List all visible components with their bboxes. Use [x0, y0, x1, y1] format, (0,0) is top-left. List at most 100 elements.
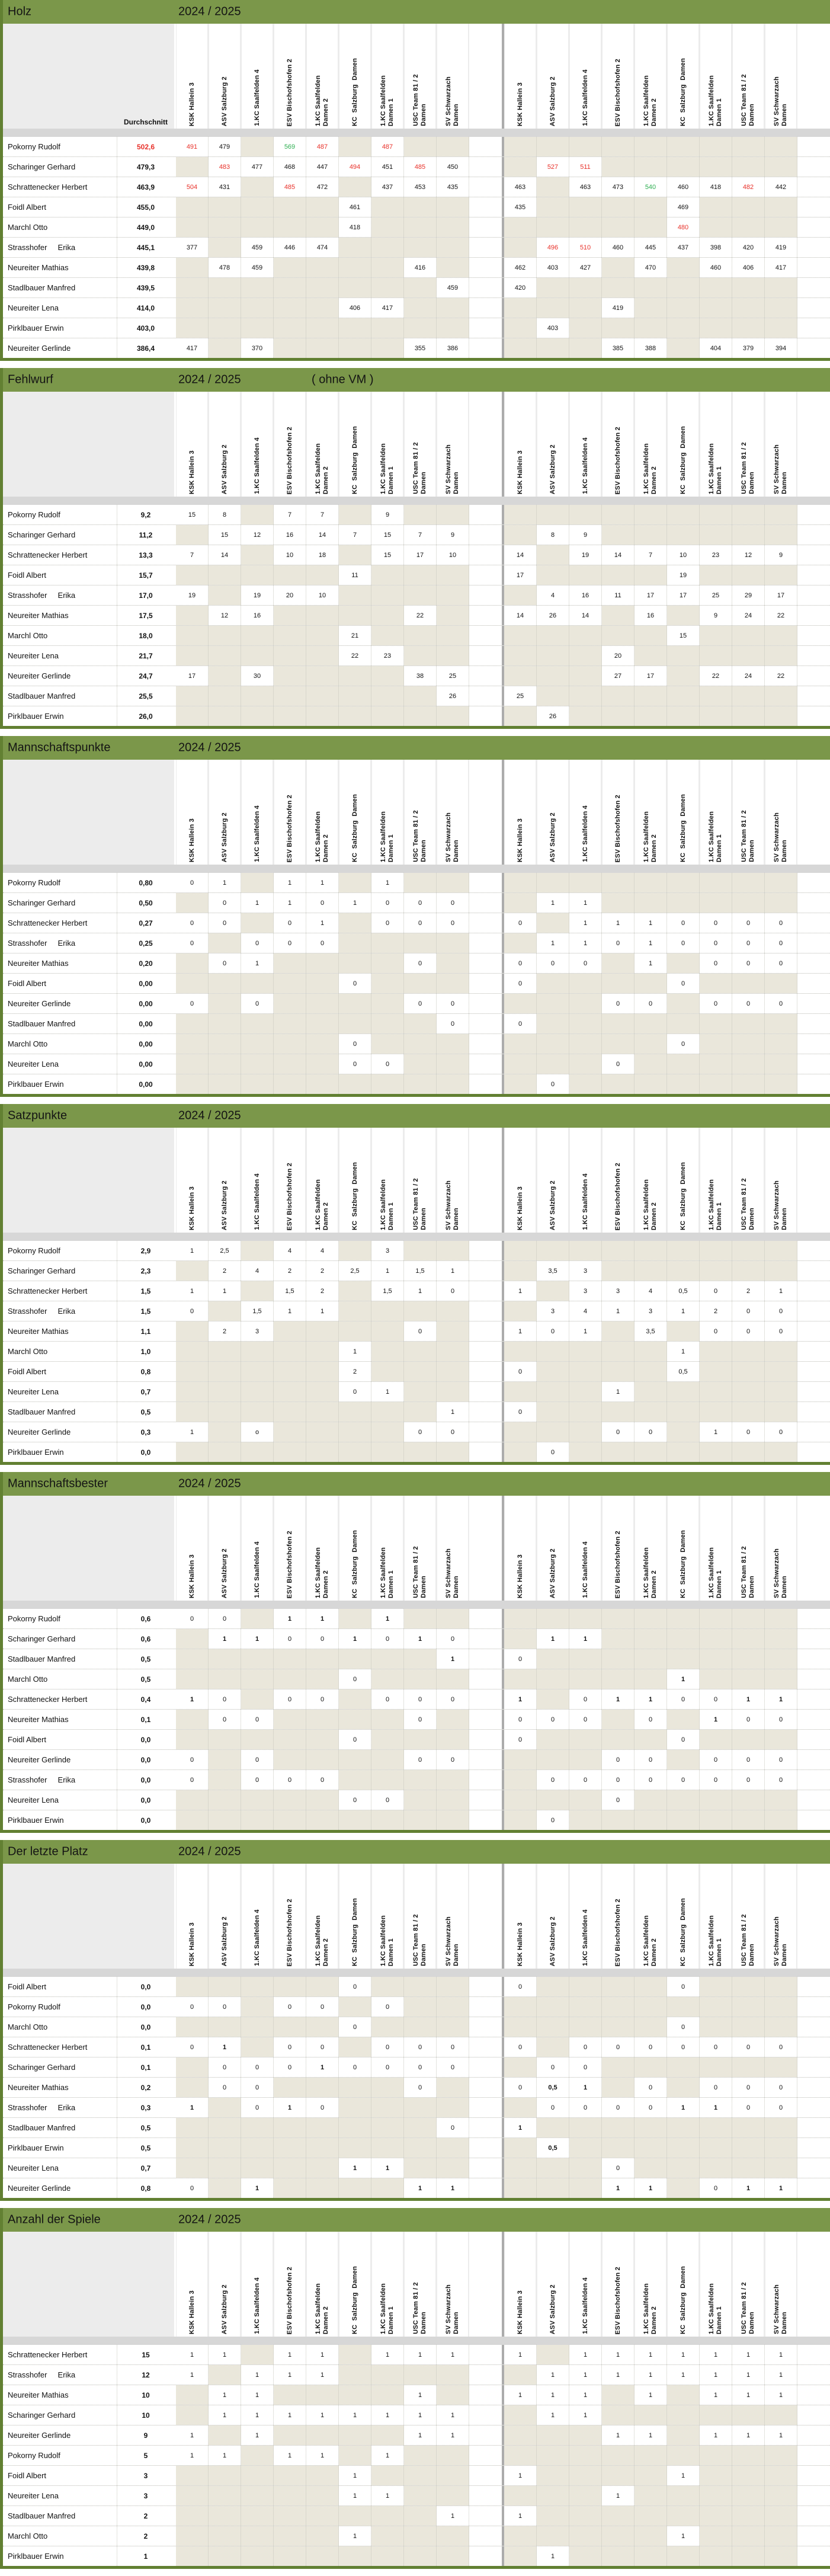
score-cell[interactable]: 460	[700, 258, 732, 277]
score-cell[interactable]: 1	[667, 1301, 700, 1321]
team-header-cell[interactable]: 1.KC Saalfelden 4	[569, 392, 602, 497]
team-header-cell[interactable]: USC Team 81 / 2 Damen	[732, 392, 765, 497]
score-cell[interactable]	[602, 974, 634, 993]
empty-column-cell[interactable]	[797, 2345, 830, 2364]
score-cell[interactable]	[306, 1402, 339, 1422]
score-cell[interactable]	[371, 2425, 404, 2445]
score-cell[interactable]: 0	[700, 953, 732, 973]
score-cell[interactable]: 1	[339, 2526, 371, 2546]
player-name-cell[interactable]: Schrattenecker Herbert	[3, 177, 117, 197]
empty-column-cell[interactable]	[797, 893, 830, 913]
score-cell[interactable]: 26	[437, 686, 469, 706]
score-cell[interactable]	[371, 1710, 404, 1729]
team-header-cell[interactable]: 1.KC Saalfelden Damen 1	[700, 1496, 732, 1601]
score-cell[interactable]	[537, 1362, 569, 1381]
score-cell[interactable]: 1	[667, 2098, 700, 2117]
score-cell[interactable]	[667, 606, 700, 625]
score-cell[interactable]: 1	[209, 1629, 241, 1649]
score-cell[interactable]: 0	[700, 1281, 732, 1301]
score-cell[interactable]: 0	[176, 873, 209, 892]
empty-column-cell[interactable]	[469, 392, 502, 497]
score-cell[interactable]	[504, 338, 537, 358]
team-header-cell[interactable]: 1.KC Saalfelden Damen 1	[700, 24, 732, 129]
team-header-cell[interactable]: ASV Salzburg 2	[209, 760, 241, 865]
average-cell[interactable]: 0,80	[117, 873, 174, 892]
score-cell[interactable]	[732, 197, 765, 217]
score-cell[interactable]	[371, 606, 404, 625]
empty-column-cell[interactable]	[469, 278, 502, 297]
score-cell[interactable]	[700, 1730, 732, 1749]
average-cell[interactable]: 0,0	[117, 2017, 174, 2037]
score-cell[interactable]: 1	[569, 2405, 602, 2425]
team-header-cell[interactable]: KC Salzburg Damen	[339, 392, 371, 497]
score-cell[interactable]: 29	[732, 585, 765, 605]
score-cell[interactable]	[504, 2425, 537, 2445]
team-header-cell[interactable]: KSK Hallein 3	[504, 1496, 537, 1601]
empty-column-cell[interactable]	[469, 953, 502, 973]
score-cell[interactable]: 0	[732, 933, 765, 953]
score-cell[interactable]: 0	[241, 1770, 274, 1790]
team-header-cell[interactable]: ESV Bischofshofen 2	[602, 24, 634, 129]
score-cell[interactable]	[569, 2466, 602, 2485]
score-cell[interactable]: 11	[602, 585, 634, 605]
score-cell[interactable]	[667, 1382, 700, 1401]
player-name-cell[interactable]: Scharinger Gerhard	[3, 1629, 117, 1649]
score-cell[interactable]: 0	[634, 1770, 667, 1790]
team-header-cell[interactable]: KSK Hallein 3	[176, 1128, 209, 1233]
team-header-cell[interactable]: KC Salzburg Damen	[667, 1864, 700, 1969]
score-cell[interactable]	[537, 1342, 569, 1361]
score-cell[interactable]: 491	[176, 137, 209, 156]
score-cell[interactable]	[569, 1342, 602, 1361]
score-cell[interactable]: 450	[437, 157, 469, 177]
player-name-cell[interactable]: Strasshofer Erika	[3, 585, 117, 605]
score-cell[interactable]: 0	[537, 1074, 569, 1094]
average-cell[interactable]: 21,7	[117, 646, 174, 665]
score-cell[interactable]	[404, 2118, 437, 2137]
score-cell[interactable]	[437, 974, 469, 993]
score-cell[interactable]	[537, 2178, 569, 2198]
score-cell[interactable]	[667, 2138, 700, 2158]
empty-column-cell[interactable]	[469, 2078, 502, 2097]
score-cell[interactable]: 0	[667, 2017, 700, 2037]
score-cell[interactable]	[667, 318, 700, 338]
empty-column-cell[interactable]	[797, 2098, 830, 2117]
score-cell[interactable]	[404, 2098, 437, 2117]
score-cell[interactable]	[306, 2178, 339, 2198]
team-header-cell[interactable]: SV Schwarzach Damen	[437, 760, 469, 865]
score-cell[interactable]: 22	[765, 666, 797, 686]
score-cell[interactable]	[602, 2385, 634, 2405]
score-cell[interactable]: 2	[306, 1281, 339, 1301]
score-cell[interactable]: 478	[209, 258, 241, 277]
table-title-bar[interactable]: Anzahl der Spiele 2024 / 2025	[3, 2208, 830, 2232]
score-cell[interactable]: 0	[700, 933, 732, 953]
score-cell[interactable]	[437, 1321, 469, 1341]
score-cell[interactable]: 1	[504, 2506, 537, 2526]
score-cell[interactable]	[732, 646, 765, 665]
score-cell[interactable]	[241, 1649, 274, 1669]
score-cell[interactable]	[306, 2425, 339, 2445]
score-cell[interactable]	[765, 1790, 797, 1810]
score-cell[interactable]	[371, 1301, 404, 1321]
score-cell[interactable]	[765, 706, 797, 726]
score-cell[interactable]	[634, 217, 667, 237]
player-name-cell[interactable]: Neureiter Lena	[3, 1790, 117, 1810]
score-cell[interactable]	[437, 2486, 469, 2505]
score-cell[interactable]	[504, 318, 537, 338]
score-cell[interactable]: 419	[765, 238, 797, 257]
score-cell[interactable]	[339, 545, 371, 565]
player-name-cell[interactable]: Scharinger Gerhard	[3, 525, 117, 545]
empty-column-cell[interactable]	[797, 2178, 830, 2198]
score-cell[interactable]	[732, 298, 765, 318]
score-cell[interactable]	[371, 1730, 404, 1749]
player-name-cell[interactable]: Neureiter Lena	[3, 1382, 117, 1401]
team-header-cell[interactable]: ASV Salzburg 2	[209, 1864, 241, 1969]
empty-column-cell[interactable]	[797, 1261, 830, 1281]
score-cell[interactable]	[537, 1977, 569, 1996]
score-cell[interactable]	[437, 1770, 469, 1790]
score-cell[interactable]	[765, 1382, 797, 1401]
score-cell[interactable]	[209, 933, 241, 953]
score-cell[interactable]: 1	[371, 2405, 404, 2425]
average-cell[interactable]: 0,0	[117, 1997, 174, 2017]
team-header-cell[interactable]: KSK Hallein 3	[176, 24, 209, 129]
score-cell[interactable]	[176, 686, 209, 706]
